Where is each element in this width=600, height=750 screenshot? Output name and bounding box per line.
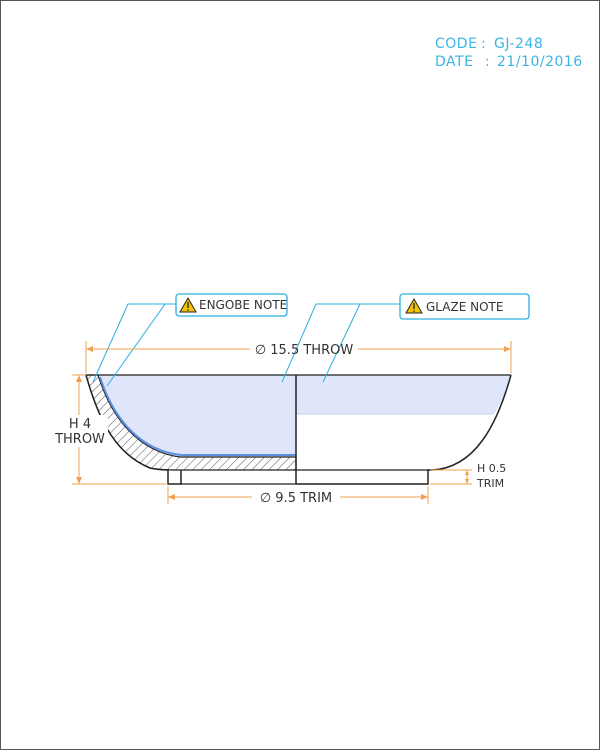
height-label-line1: H 4 [69,417,91,432]
engobe-leaders [92,303,176,387]
glaze-fill-right [296,375,511,414]
glaze-leaders [281,303,400,383]
trim-diameter-label: ∅ 9.5 TRIM [260,491,332,506]
engobe-line [99,376,296,456]
engobe-note-callout: ENGOBE NOTE [175,293,288,317]
throw-diameter-dimension: ∅ 15.5 THROW [85,341,512,373]
code-value: GJ-248 [494,36,543,52]
title-block: CODE : GJ-248 DATE : 21/10/2016 [435,36,583,70]
code-label: CODE [435,36,477,52]
glaze-fill-left [98,375,296,457]
engobe-note-text: ENGOBE NOTE [199,298,287,312]
date-label: DATE [435,54,473,70]
glaze-note-text: GLAZE NOTE [426,300,503,314]
height-dimension: H 4 THROW [52,374,166,485]
date-value: 21/10/2016 [497,54,583,70]
throw-diameter-label: ∅ 15.5 THROW [255,343,354,358]
code-colon: : [481,36,486,52]
foot-height-label-line1: H 0.5 [477,462,506,475]
glaze-note-callout: GLAZE NOTE [399,293,530,320]
warning-icon [405,297,423,314]
foot-height-label-line2: TRIM [476,477,504,490]
date-colon: : [485,54,490,70]
trim-diameter-dimension: ∅ 9.5 TRIM [167,486,429,506]
height-label-line2: THROW [54,432,105,447]
left-outer-profile [85,374,182,485]
warning-icon [179,296,197,313]
foot-height-dimension: H 0.5 TRIM [430,462,506,490]
